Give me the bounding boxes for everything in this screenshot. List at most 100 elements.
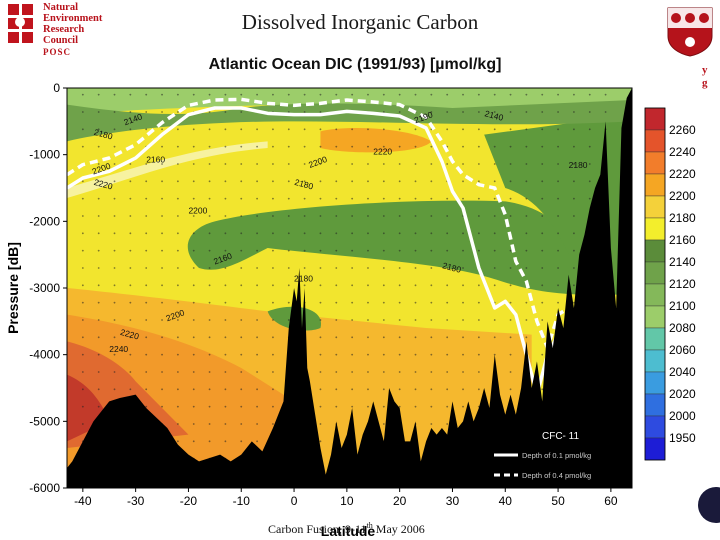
station-dot: [97, 388, 100, 391]
station-dot: [319, 232, 322, 235]
station-dot: [414, 405, 417, 408]
station-dot: [129, 180, 132, 183]
station-dot: [557, 267, 559, 269]
station-dot: [161, 353, 163, 356]
station-dot: [256, 371, 258, 373]
station-dot: [477, 371, 480, 373]
station-dot: [256, 405, 258, 408]
station-dot: [208, 336, 211, 339]
station-dot: [224, 423, 227, 425]
station-dot: [145, 163, 148, 165]
station-dot: [509, 111, 512, 113]
station-dot: [161, 163, 163, 165]
station-dot: [303, 180, 306, 183]
station-dot: [477, 163, 480, 165]
colorbar-label: 1950: [669, 431, 696, 445]
station-dot: [272, 353, 274, 356]
station-dot: [588, 93, 591, 96]
uni-line: y: [702, 64, 708, 76]
station-dot: [176, 180, 179, 183]
station-dot: [240, 284, 243, 287]
station-dot: [192, 301, 195, 304]
station-dot: [398, 215, 401, 217]
station-dot: [319, 197, 322, 200]
station-dot: [367, 128, 369, 131]
station-dot: [493, 336, 496, 339]
station-dot: [382, 336, 385, 339]
station-dot: [573, 111, 575, 113]
station-dot: [430, 353, 433, 356]
station-dot: [462, 405, 464, 408]
station-dot: [335, 128, 338, 131]
station-dot: [176, 145, 179, 148]
logo-square: [8, 18, 19, 29]
station-dot: [176, 128, 179, 131]
station-dot: [446, 215, 449, 217]
station-dot: [224, 267, 227, 269]
station-dot: [367, 336, 369, 339]
station-dot: [430, 215, 433, 217]
station-dot: [509, 215, 512, 217]
station-dot: [335, 249, 338, 252]
station-dot: [430, 388, 433, 391]
station-dot: [145, 249, 148, 252]
station-dot: [192, 215, 195, 217]
station-dot: [145, 353, 148, 356]
station-dot: [319, 128, 322, 131]
station-dot: [382, 423, 385, 425]
colorbar-swatch: [644, 305, 666, 329]
station-dot: [81, 284, 84, 287]
x-tick-label: -20: [180, 494, 198, 508]
station-dot: [351, 163, 354, 165]
station-dot: [97, 145, 100, 148]
station-dot: [176, 232, 179, 235]
station-dot: [477, 180, 480, 183]
station-dot: [462, 93, 464, 96]
station-dot: [541, 215, 544, 217]
station-dot: [430, 232, 433, 235]
contour-label: 2180: [294, 177, 315, 192]
y-tick-label: -1000: [29, 148, 60, 162]
station-dot: [113, 180, 116, 183]
station-dot: [81, 267, 84, 269]
contour-label: 2160: [146, 155, 165, 165]
station-dot: [525, 163, 528, 165]
station-dot: [176, 93, 179, 96]
station-dot: [541, 111, 544, 113]
station-dot: [462, 388, 464, 391]
station-dot: [97, 111, 100, 113]
station-dot: [319, 301, 322, 304]
station-dot: [509, 284, 512, 287]
station-dot: [462, 267, 464, 269]
y-tick-label: -3000: [29, 281, 60, 295]
station-dot: [224, 301, 227, 304]
station-dot: [351, 197, 354, 200]
station-dot: [335, 405, 338, 408]
station-dot: [573, 301, 575, 304]
station-dot: [430, 163, 433, 165]
station-dot: [477, 215, 480, 217]
station-dot: [430, 336, 433, 339]
station-dot: [145, 319, 148, 321]
x-tick-label: 30: [446, 494, 460, 508]
station-dot: [382, 284, 385, 287]
station-dot: [113, 319, 116, 321]
station-dot: [272, 180, 274, 183]
colorbar-label: 2100: [669, 299, 696, 313]
station-dot: [398, 388, 401, 391]
station-dot: [129, 336, 132, 339]
station-dot: [319, 249, 322, 252]
station-dot: [446, 405, 449, 408]
station-dot: [588, 128, 591, 131]
station-dot: [145, 336, 148, 339]
station-dot: [208, 180, 211, 183]
colorbar-label: 2260: [669, 123, 696, 137]
station-dot: [557, 93, 559, 96]
station-dot: [145, 232, 148, 235]
colorbar-label: 2160: [669, 233, 696, 247]
station-dot: [176, 301, 179, 304]
station-dot: [256, 388, 258, 391]
station-dot: [192, 249, 195, 252]
field-white-band: [67, 141, 268, 198]
station-dot: [176, 423, 179, 425]
